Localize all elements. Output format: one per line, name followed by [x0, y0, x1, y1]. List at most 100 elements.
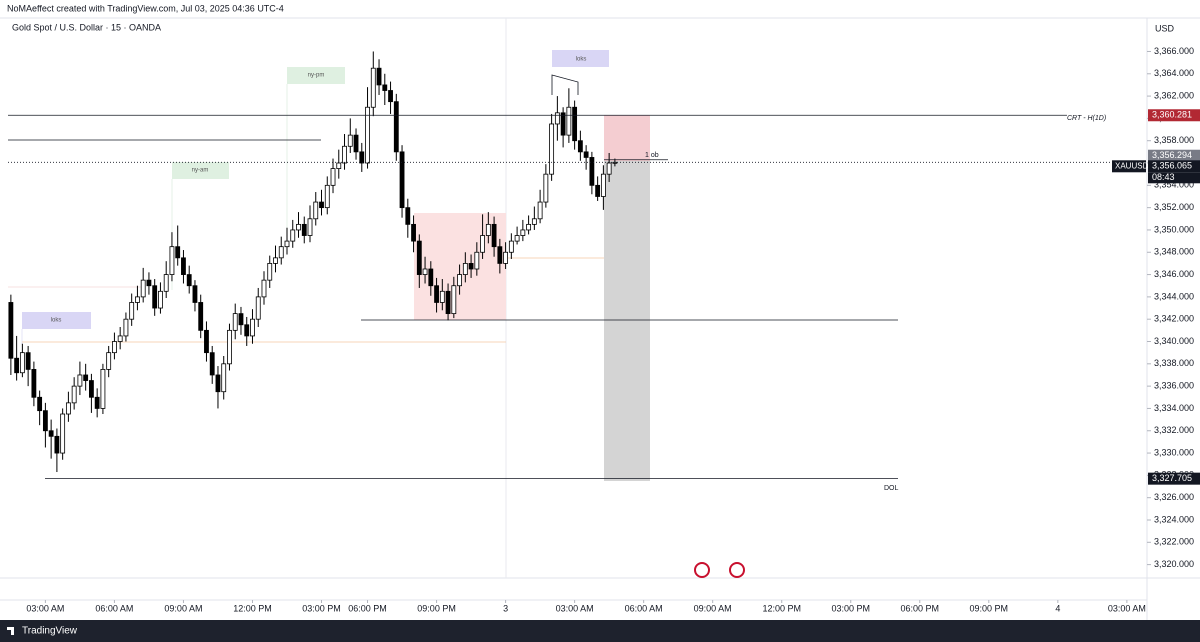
candle-body [204, 329, 209, 354]
candle-body [37, 396, 43, 412]
x-tick-label: 4 [1055, 603, 1060, 613]
annotation: ny-pm [308, 73, 325, 79]
candle-body [140, 279, 146, 298]
x-tick-label: 09:00 PM [970, 603, 1009, 613]
candle-body [244, 324, 250, 337]
y-tick-label: 3,344.000 [1154, 291, 1194, 301]
candle-body [405, 207, 411, 225]
candle-body [221, 363, 227, 393]
candle-body [8, 302, 14, 359]
y-tick-label: 3,342.000 [1154, 314, 1194, 324]
y-tick-label: 3,332.000 [1154, 425, 1194, 435]
candle-body [520, 229, 526, 236]
risk-box [604, 115, 650, 161]
candle-body [284, 240, 290, 248]
symbol-label: XAUUSD [1115, 161, 1149, 170]
candle-body [261, 279, 267, 298]
candle-body [480, 235, 485, 253]
y-tick-label: 3,326.000 [1154, 492, 1194, 502]
x-tick-label: 12:00 PM [233, 603, 272, 613]
candle-body [347, 134, 353, 147]
target-box [604, 161, 650, 481]
x-tick-label: 03:00 PM [831, 603, 870, 613]
candle-body [186, 274, 192, 287]
session-box [287, 67, 345, 84]
price-tag [1148, 472, 1200, 485]
candle-body [554, 112, 560, 125]
candle-body [508, 240, 514, 253]
price-tag [1148, 109, 1200, 122]
brand: TradingView [22, 626, 78, 637]
candle-body [273, 257, 278, 264]
candle-body [503, 251, 509, 264]
candle-body [14, 357, 20, 374]
candle-body [278, 246, 284, 259]
price-tag-label: 3,327.705 [1152, 473, 1192, 483]
candle-body [537, 201, 543, 220]
candle-body [422, 268, 428, 275]
candle-body [474, 251, 480, 270]
candle-body [468, 263, 474, 270]
annotation: ny-am [192, 168, 209, 174]
candle-body [169, 246, 175, 275]
candle-body [606, 162, 612, 175]
candle-body [88, 380, 94, 398]
candle-body [491, 223, 497, 248]
annotation: loks [51, 318, 62, 324]
candle-body [215, 374, 221, 393]
x-tick-label: 09:00 AM [694, 603, 732, 613]
candle-body [365, 106, 370, 164]
annotation: 1 ob [645, 152, 659, 159]
candle-body [163, 274, 169, 292]
candle-body [71, 385, 77, 404]
candle-body [158, 290, 163, 309]
candle-body [336, 162, 342, 169]
candle-body [296, 223, 301, 231]
marks [8, 51, 1147, 480]
session-box [172, 162, 229, 179]
candle-body [382, 84, 388, 91]
event-icon[interactable] [729, 562, 745, 578]
chart-title: Gold Spot / U.S. Dollar · 15 · OANDA [12, 22, 161, 32]
candle-body [255, 296, 261, 320]
event-icon[interactable] [694, 562, 710, 578]
candle-body [342, 145, 347, 164]
candle-body [393, 101, 399, 153]
candle-body [267, 263, 273, 281]
y-tick-label: 3,358.000 [1154, 135, 1194, 145]
candle-body [514, 235, 520, 242]
candle-body [330, 168, 336, 186]
candle-body [54, 435, 60, 454]
candle-body [434, 285, 439, 303]
y-tick-label: 3,320.000 [1154, 559, 1194, 569]
session-box [552, 50, 609, 67]
y-tick-label: 3,346.000 [1154, 269, 1194, 279]
x-tick-label: 09:00 AM [164, 603, 202, 613]
candle-body [112, 341, 117, 354]
candle-body [600, 173, 606, 197]
candle-body [526, 223, 532, 231]
candle-body [19, 352, 25, 374]
candle-body [595, 184, 601, 197]
candle-body [451, 285, 457, 315]
y-tick-label: 3,354.000 [1154, 180, 1194, 190]
candle-body [100, 368, 106, 409]
candle-body [31, 368, 37, 398]
countdown: 08:43 [1152, 172, 1175, 182]
candle-body [359, 151, 365, 164]
y-tick-label: 3,366.000 [1154, 46, 1194, 56]
candle-body [583, 151, 589, 158]
x-tick-label: 06:00 AM [95, 603, 133, 613]
candle-body [135, 296, 140, 303]
candle-body [324, 184, 330, 209]
price-tag [1148, 160, 1200, 173]
annotation: DOL [884, 485, 899, 492]
candle-body [572, 106, 578, 142]
y-tick-label: 3,352.000 [1154, 202, 1194, 212]
candle-body [181, 257, 186, 275]
y-tick-label: 3,324.000 [1154, 514, 1194, 524]
candle-body [589, 157, 595, 186]
